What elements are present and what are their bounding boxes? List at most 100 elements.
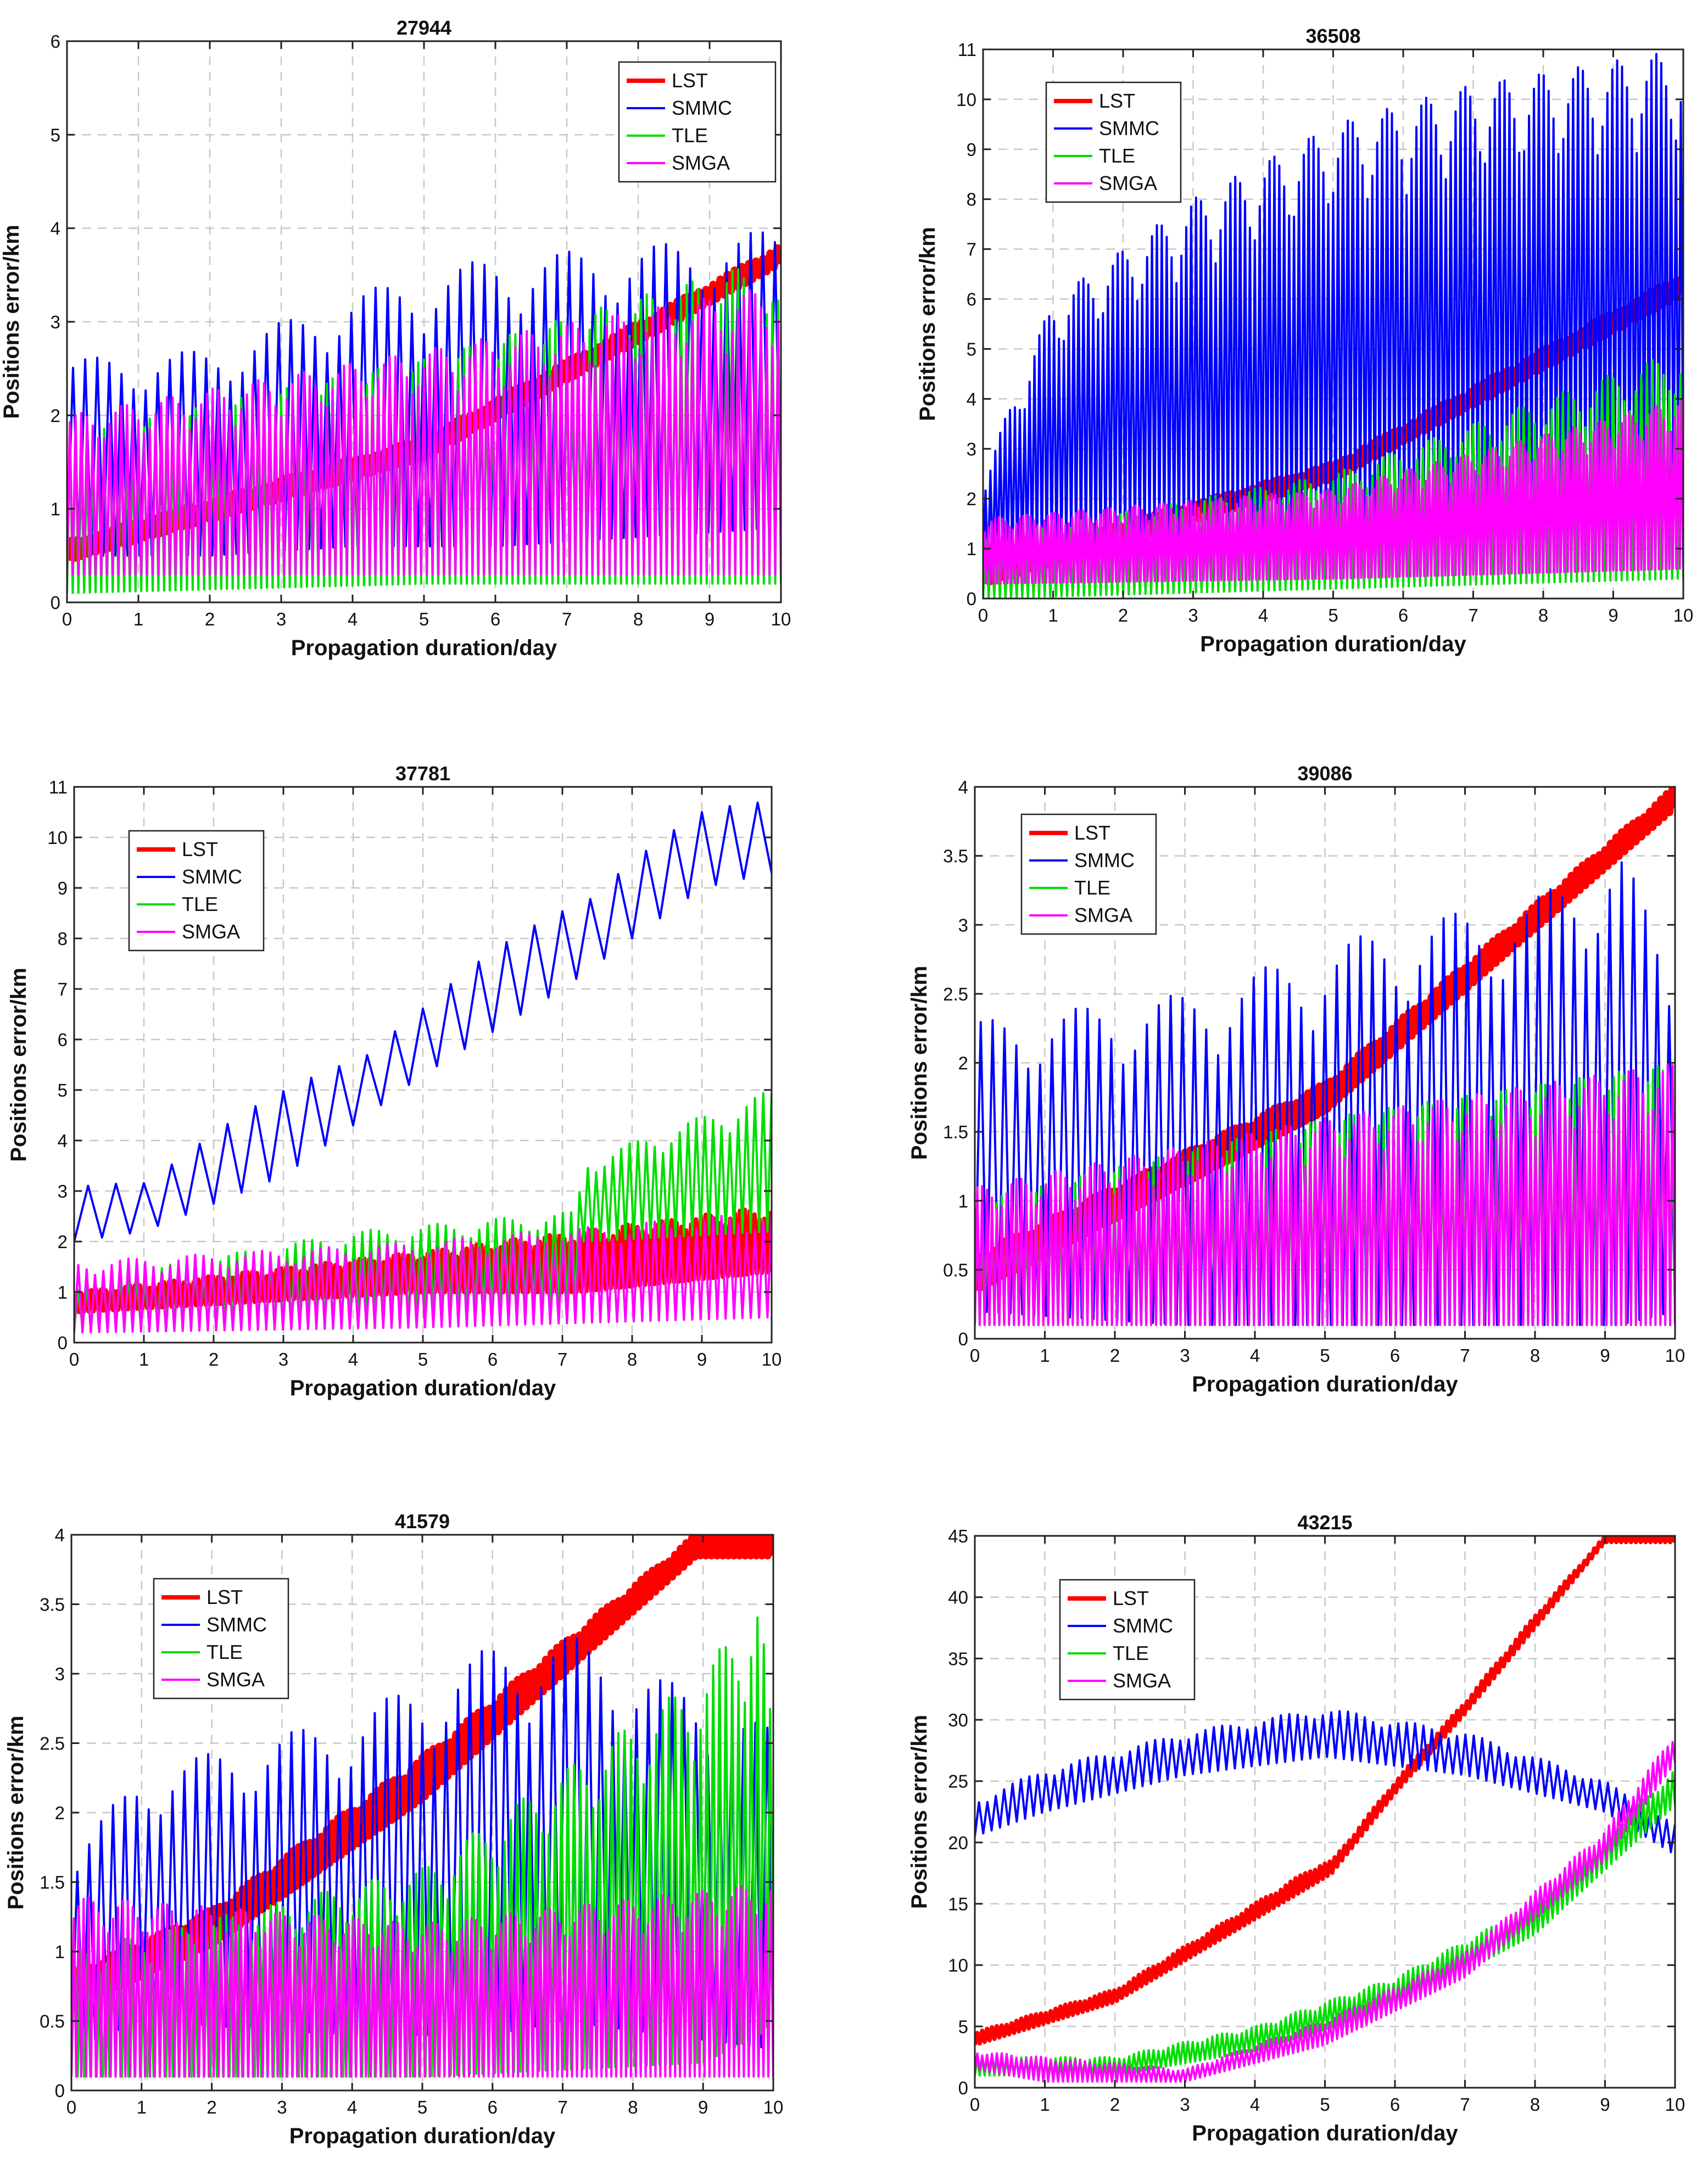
series-line-smga [975,1741,1675,2083]
y-tick-label: 3 [58,1181,68,1201]
series-line-smmc [975,1710,1675,1853]
y-tick-label: 5 [51,125,60,145]
y-tick-label: 1 [58,1282,68,1302]
x-tick-label: 3 [278,1349,288,1369]
x-tick-label: 8 [1530,2094,1540,2115]
x-tick-label: 4 [1258,605,1268,625]
y-axis-label: Positions error/km [907,1715,931,1909]
chart-title: 36508 [1305,25,1360,47]
x-tick-label: 6 [488,2097,498,2117]
y-tick-label: 1 [55,1942,65,1962]
x-axis-label: Propagation duration/day [289,2124,556,2148]
x-tick-label: 10 [1673,605,1694,625]
y-tick-label: 2 [967,489,976,509]
legend-label-smga: SMGA [1099,172,1157,194]
y-tick-label: 2.5 [40,1734,65,1754]
y-tick-label: 11 [49,777,68,797]
x-tick-label: 0 [978,605,988,625]
y-tick-label: 7 [967,239,976,260]
y-tick-label: 2 [51,405,60,426]
y-tick-label: 4 [55,1525,65,1545]
series-group [74,801,772,1334]
x-tick-label: 3 [1188,605,1198,625]
legend: LST SMMC TLE SMGA [618,61,777,183]
legend-label-tle: TLE [182,893,218,915]
series-group [983,53,1683,599]
x-tick-label: 9 [1600,1345,1610,1366]
legend-label-tle: TLE [1113,1642,1149,1664]
y-tick-label: 6 [967,289,976,310]
x-tick-label: 6 [488,1349,498,1369]
series-group [67,231,781,594]
y-tick-label: 3 [55,1664,65,1684]
y-tick-label: 1 [967,539,976,559]
x-tick-label: 7 [1460,2094,1470,2115]
y-tick-label: 4 [51,219,60,239]
y-tick-label: 0 [55,2081,65,2101]
x-tick-label: 9 [705,609,715,629]
y-tick-label: 4 [967,389,976,409]
panel-36508: 0 1 2 3 4 5 6 7 8 9 10 0 1 2 3 4 5 6 7 8 9 10 11 36508 Propagati… [916,25,1693,656]
legend-label-smga: SMGA [672,152,730,174]
x-tick-label: 0 [970,2094,980,2115]
x-tick-label: 3 [276,609,286,629]
y-tick-label: 1 [958,1191,968,1211]
y-tick-label: 5 [58,1080,68,1100]
y-tick-label: 8 [967,189,976,210]
series-group [975,787,1675,1326]
x-tick-label: 4 [348,1349,358,1369]
x-tick-label: 5 [1320,1345,1330,1366]
x-tick-label: 10 [1665,1345,1685,1366]
y-tick-label: 0 [958,1329,968,1349]
x-tick-label: 9 [1608,605,1618,625]
x-tick-label: 1 [1048,605,1058,625]
series-line-smga [975,1063,1675,1326]
x-tick-label: 2 [1118,605,1128,625]
x-axis-label: Propagation duration/day [290,1376,556,1400]
x-tick-label: 0 [69,1349,79,1369]
legend: LST SMMC TLE SMGA [153,1578,289,1700]
y-tick-label: 3 [958,915,968,935]
panel-43215: 0 1 2 3 4 5 6 7 8 9 1005101520253035404543215Propa… [907,1511,1685,2145]
legend-label-smga: SMGA [1074,904,1132,926]
x-tick-label: 6 [1398,605,1408,625]
y-tick-label: 1.5 [943,1122,968,1142]
y-tick-label: 3 [967,439,976,459]
x-tick-label: 10 [771,609,791,629]
y-tick-label: 0.5 [943,1260,968,1280]
x-tick-label: 4 [1250,2094,1260,2115]
legend: LST SMMC TLE SMGA [128,830,265,952]
y-axis-label: Positions error/km [4,1715,28,1909]
y-tick-label: 7 [58,979,68,999]
panel-37781: 0 1 2 3 4 5 6 7 8 9 10 0 1 2 3 4 5 6 7 8 9 10 11 37781 Propagati… [7,762,782,1400]
y-tick-label: 6 [58,1030,68,1050]
x-tick-label: 5 [418,1349,428,1369]
y-tick-label: 40 [948,1587,968,1608]
x-tick-label: 4 [347,2097,357,2117]
y-tick-label: 0 [967,589,976,609]
x-tick-label: 8 [627,1349,637,1369]
x-tick-label: 7 [1468,605,1478,625]
y-tick-label: 30 [948,1710,968,1730]
legend-label-smmc: SMMC [672,97,732,119]
y-tick-label: 15 [948,1894,968,1914]
x-tick-label: 2 [1110,2094,1120,2115]
panel-41579: 0 1 2 3 4 5 6 7 8 9 10 0 0.5 1 1.5 2 2.5 3 3.5 4 41579 Propag… [4,1510,783,2148]
x-tick-label: 6 [490,609,500,629]
x-tick-label: 8 [633,609,643,629]
legend-label-lst: LST [672,69,708,92]
y-tick-label: 11 [958,40,976,60]
legend-label-tle: TLE [1074,876,1110,899]
x-tick-label: 5 [1328,605,1338,625]
legend-label-tle: TLE [672,124,708,147]
y-tick-label: 3.5 [943,846,968,867]
legend-label-smga: SMGA [206,1668,265,1691]
y-tick-label: 0 [51,592,60,613]
x-tick-label: 7 [562,609,572,629]
legend-label-lst: LST [1113,1587,1149,1609]
x-tick-label: 10 [763,2097,784,2117]
legend: LST SMMC TLE SMGA [1020,813,1157,935]
y-axis-label: Positions error/km [7,968,31,1161]
series-line-smga [67,289,781,575]
